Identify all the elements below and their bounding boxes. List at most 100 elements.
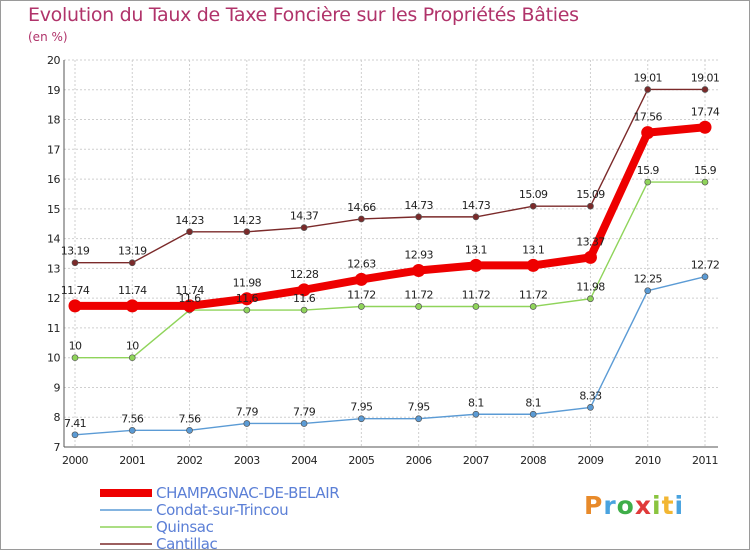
data-point [71, 354, 79, 362]
data-point [300, 224, 308, 231]
series-line [75, 181, 705, 359]
series-line [74, 276, 706, 436]
x-tick-label: 2006 [406, 454, 432, 467]
data-point [358, 303, 365, 310]
data-label: 11.72 [347, 288, 376, 301]
data-point [701, 273, 709, 281]
x-tick-label: 2001 [119, 454, 145, 467]
data-point [240, 292, 254, 306]
data-point [583, 250, 597, 264]
legend-label: CHAMPAGNAC-DE-BELAIR [156, 484, 339, 502]
data-label: 12.63 [347, 257, 376, 270]
data-label: 7.41 [64, 417, 86, 430]
x-tick-label: 2004 [291, 454, 317, 467]
data-labels: 11.74 11.74 11.74 11.98 12.28 12.63 12.93 13.1 1… [61, 71, 721, 430]
logo-letter: x [634, 491, 652, 520]
data-label: 13.1 [465, 243, 487, 256]
data-point [644, 287, 652, 295]
logo-letter: r [603, 491, 617, 520]
x-tick-label: 2008 [520, 454, 546, 467]
data-label: 11.6 [236, 292, 259, 305]
series-lines [68, 86, 712, 439]
axes: 7 8 9 10 11 12 13 14 15 16 17 18 19 20 2000 2001 2002 200… [47, 54, 719, 467]
chart-subtitle: (en %) [28, 30, 68, 44]
y-tick-label: 13 [47, 262, 60, 275]
data-label: 11.98 [576, 281, 605, 294]
data-label: 15.9 [637, 164, 660, 177]
data-label: 11.74 [118, 284, 147, 297]
data-point [587, 202, 594, 210]
x-tick-label: 2007 [463, 454, 489, 467]
data-label: 14.23 [233, 214, 262, 227]
data-point [71, 259, 79, 267]
data-point [529, 410, 537, 418]
data-label: 14.73 [404, 199, 433, 212]
data-label: 13.19 [61, 245, 90, 258]
data-point [128, 426, 136, 434]
logo-letter: i [674, 491, 685, 520]
x-tick-label: 2010 [635, 454, 661, 467]
data-point [469, 258, 483, 272]
data-label: 8.1 [525, 396, 541, 409]
data-label: 11.6 [178, 292, 201, 305]
logo-letter: i [652, 491, 662, 520]
data-point [128, 259, 136, 267]
data-point [300, 306, 308, 314]
data-point [125, 299, 139, 313]
data-label: 10 [69, 340, 82, 353]
data-label: 12.72 [691, 259, 720, 272]
y-tick-label: 9 [54, 381, 61, 394]
data-label: 10 [126, 340, 139, 353]
data-point [128, 354, 136, 362]
data-point [472, 213, 480, 221]
data-point [644, 86, 652, 93]
data-label: 13.19 [118, 245, 147, 258]
x-tick-label: 2000 [62, 454, 88, 467]
data-point [701, 86, 709, 93]
data-label: 14.37 [290, 210, 319, 223]
y-tick-label: 19 [47, 84, 60, 97]
data-label: 12.28 [290, 268, 319, 281]
data-point [526, 258, 540, 272]
data-point [415, 213, 422, 221]
data-label: 13.1 [522, 243, 544, 256]
data-label: 13.37 [576, 235, 605, 248]
chart-title: Evolution du Taux de Taxe Foncière sur l… [28, 4, 579, 26]
data-label: 17.56 [633, 111, 662, 124]
data-label: 7.56 [121, 412, 144, 425]
data-label: 7.79 [236, 405, 259, 418]
y-tick-label: 12 [47, 292, 60, 305]
plot-area [64, 60, 718, 447]
y-tick-label: 15 [47, 203, 60, 216]
logo-letter: o [616, 491, 635, 520]
data-label: 12.25 [633, 273, 662, 286]
data-label: 11.74 [61, 284, 90, 297]
legend: CHAMPAGNAC-DE-BELAIRCondat-sur-TrincouQu… [100, 484, 340, 550]
x-tick-label: 2005 [348, 454, 374, 467]
series-line [75, 88, 705, 264]
y-tick-label: 18 [47, 114, 60, 127]
y-tick-label: 7 [54, 441, 61, 454]
data-point [472, 410, 480, 418]
data-point [587, 295, 594, 303]
data-label: 11.72 [519, 288, 548, 301]
data-label: 12.93 [404, 248, 433, 261]
data-label: 14.66 [347, 201, 376, 214]
data-label: 7.79 [293, 405, 316, 418]
data-label: 14.23 [175, 214, 204, 227]
data-point [472, 303, 480, 310]
data-point [186, 228, 193, 236]
data-point [243, 420, 251, 427]
data-label: 15.09 [576, 188, 605, 201]
data-label: 15.9 [694, 164, 717, 177]
data-point [415, 303, 422, 310]
data-point [68, 299, 82, 313]
y-tick-label: 17 [47, 143, 60, 156]
data-point [644, 178, 652, 186]
data-label: 7.95 [408, 401, 431, 414]
legend-label: Cantillac [156, 535, 218, 550]
data-point [529, 303, 537, 310]
x-tick-label: 2011 [692, 454, 718, 467]
data-point [529, 202, 537, 210]
y-tick-label: 11 [47, 322, 60, 335]
